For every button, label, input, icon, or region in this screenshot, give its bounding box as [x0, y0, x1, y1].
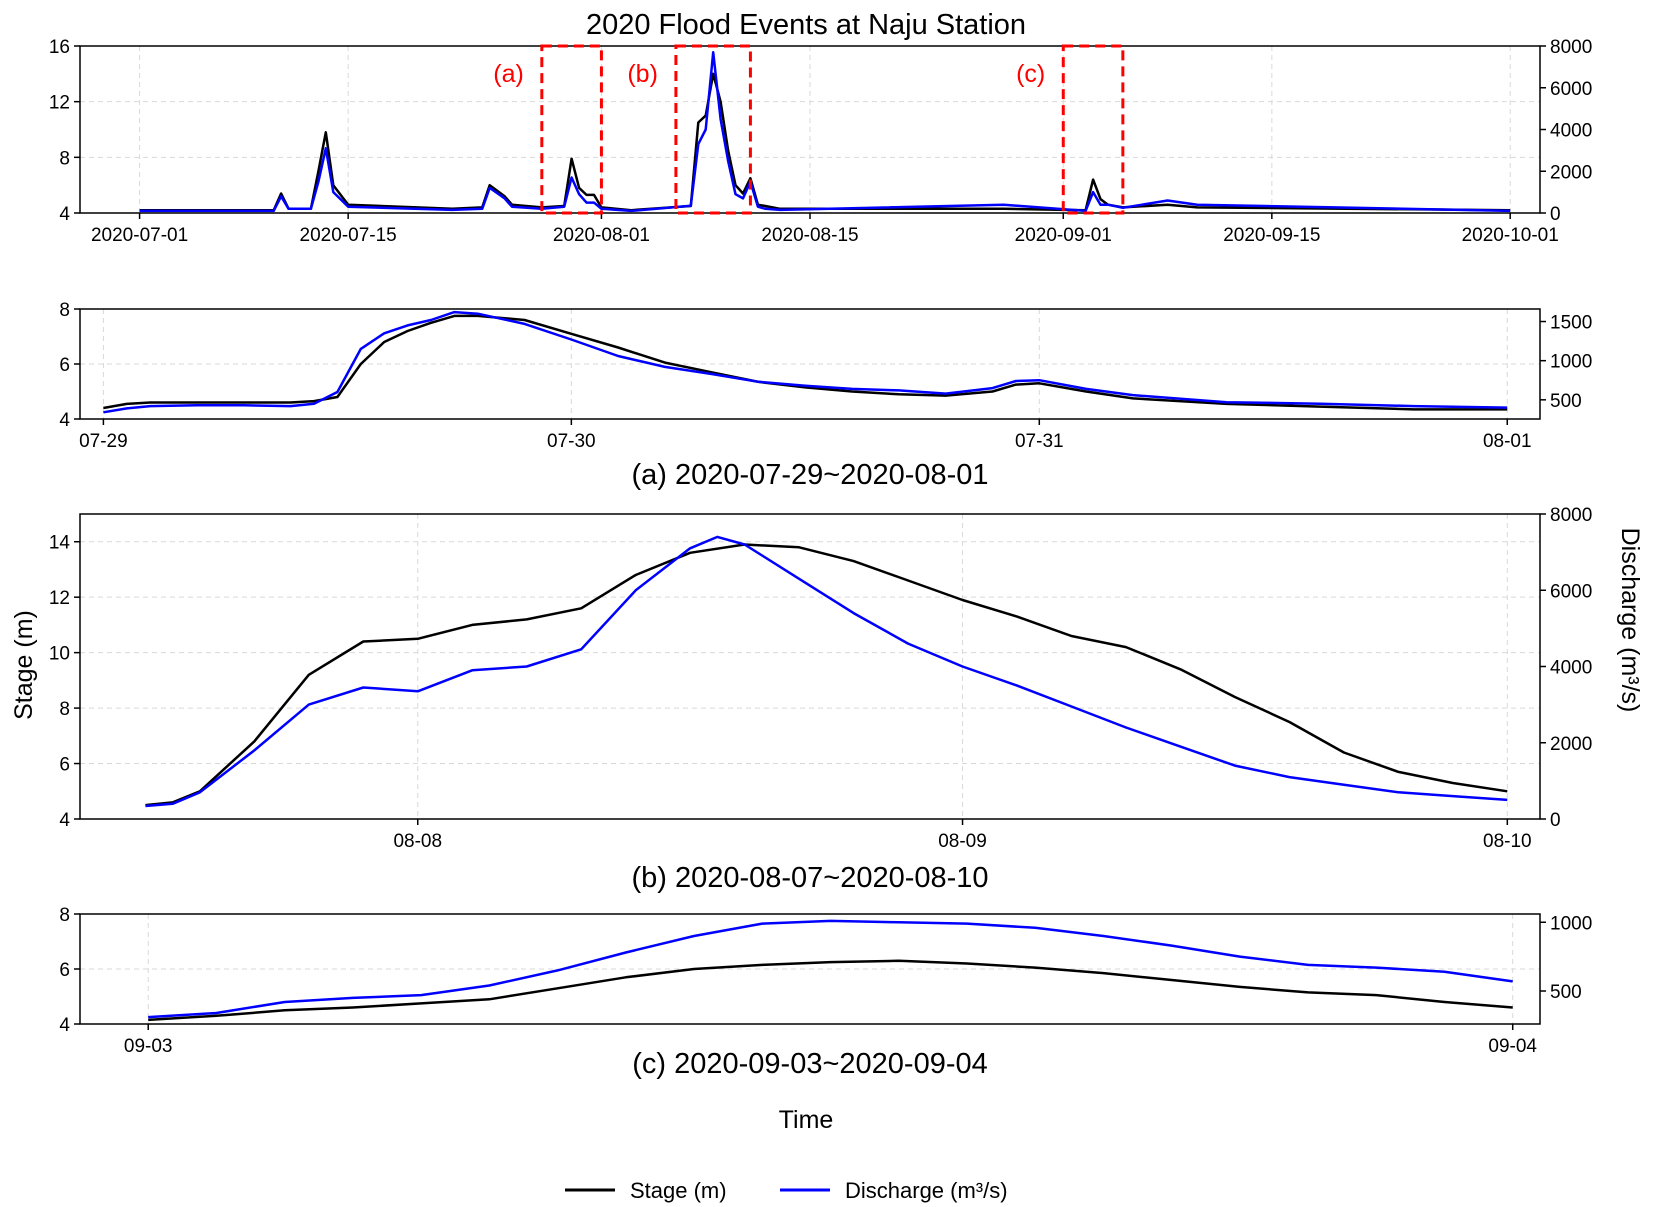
y-right-tick-label: 4000: [1550, 121, 1592, 142]
figure-title: 2020 Flood Events at Naju Station: [586, 9, 1026, 41]
y-left-tick-label: 8: [59, 300, 70, 321]
y-left-axis-title: Stage (m): [10, 610, 38, 720]
y-right-tick-label: 2000: [1550, 162, 1592, 183]
panel-a: 07-29 07-30 07-31 08-01 4 6 8 500 1000 1500 (a) 20…: [59, 300, 1592, 491]
y-left-tick-label: 6: [59, 960, 70, 981]
y-left-tick-label: 8: [59, 699, 70, 720]
stage-line: [103, 316, 1507, 410]
stage-line: [148, 961, 1513, 1020]
x-tick-label: 07-31: [1015, 431, 1064, 452]
stage-line: [145, 545, 1507, 806]
x-tick-label: 2020-08-15: [761, 225, 858, 246]
y-left-tick-label: 8: [59, 148, 70, 169]
x-tick-label: 09-03: [124, 1036, 173, 1057]
panel-caption: (a) 2020-07-29~2020-08-01: [631, 459, 988, 491]
event-box-label: (a): [493, 60, 524, 88]
x-axis-title: Time: [779, 1106, 834, 1134]
panel-b: 08-08 08-09 08-10 4 6 8 10 12 14 0 2000 4000 6000 800…: [49, 505, 1592, 894]
legend: Stage (m) Discharge (m³/s): [565, 1178, 1008, 1203]
y-right-tick-label: 1500: [1550, 313, 1592, 334]
y-left-tick-label: 16: [49, 37, 70, 58]
y-right-tick-label: 1000: [1550, 352, 1592, 373]
event-box-label: (b): [627, 60, 658, 88]
x-tick-label: 2020-07-01: [91, 225, 188, 246]
y-left-tick-label: 4: [59, 410, 70, 431]
x-tick-label: 2020-09-01: [1015, 225, 1112, 246]
y-right-tick-label: 8000: [1550, 505, 1592, 526]
panel-caption: (c) 2020-09-03~2020-09-04: [632, 1048, 988, 1080]
y-left-tick-label: 4: [59, 810, 70, 831]
y-left-tick-label: 14: [49, 533, 71, 554]
y-right-tick-label: 500: [1550, 982, 1582, 1003]
y-right-axis-title: Discharge (m³/s): [1616, 528, 1644, 713]
discharge-line: [103, 312, 1507, 412]
event-box-label: (c): [1016, 60, 1045, 88]
legend-discharge-label: Discharge (m³/s): [845, 1178, 1008, 1203]
y-right-tick-label: 0: [1550, 810, 1561, 831]
x-tick-label: 09-04: [1488, 1036, 1537, 1057]
x-tick-label: 2020-09-15: [1223, 225, 1320, 246]
event-box: [542, 46, 602, 213]
y-left-tick-label: 10: [49, 644, 70, 665]
x-tick-label: 08-08: [393, 831, 442, 852]
y-right-tick-label: 500: [1550, 391, 1582, 412]
overview-panel: 2020-07-01 2020-07-15 2020-08-01 2020-08-15…: [49, 37, 1592, 246]
y-right-tick-label: 1000: [1550, 913, 1592, 934]
legend-stage-label: Stage (m): [630, 1178, 727, 1203]
x-tick-label: 2020-08-01: [553, 225, 650, 246]
y-left-tick-label: 8: [59, 905, 70, 926]
event-box: [1063, 46, 1123, 213]
y-left-tick-label: 6: [59, 355, 70, 376]
x-tick-label: 2020-10-01: [1462, 225, 1559, 246]
y-right-tick-label: 6000: [1550, 581, 1592, 602]
y-right-tick-label: 6000: [1550, 79, 1592, 100]
x-tick-label: 08-10: [1483, 831, 1532, 852]
discharge-line: [145, 537, 1507, 806]
y-left-tick-label: 4: [59, 1015, 70, 1036]
y-left-tick-label: 12: [49, 93, 70, 114]
stage-line: [140, 74, 1511, 210]
panel-caption: (b) 2020-08-07~2020-08-10: [631, 862, 988, 894]
x-tick-label: 08-09: [938, 831, 987, 852]
y-right-tick-label: 4000: [1550, 658, 1592, 679]
discharge-line: [140, 52, 1511, 211]
x-tick-label: 08-01: [1483, 431, 1532, 452]
y-right-tick-label: 2000: [1550, 734, 1592, 755]
y-left-tick-label: 12: [49, 588, 70, 609]
x-tick-label: 2020-07-15: [300, 225, 397, 246]
y-left-tick-label: 4: [59, 204, 70, 225]
panel-c: 09-03 09-04 4 6 8 500 1000 (c) 2020-09-03~2020-…: [59, 905, 1592, 1080]
plot-frame: [80, 514, 1540, 819]
y-right-tick-label: 0: [1550, 204, 1561, 225]
y-left-tick-label: 6: [59, 755, 70, 776]
x-tick-label: 07-30: [547, 431, 596, 452]
x-tick-label: 07-29: [79, 431, 128, 452]
y-right-tick-label: 8000: [1550, 37, 1592, 58]
